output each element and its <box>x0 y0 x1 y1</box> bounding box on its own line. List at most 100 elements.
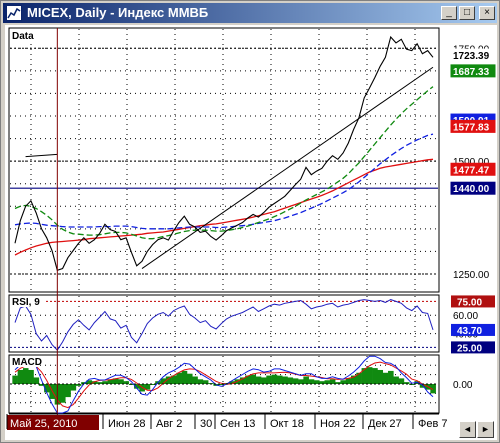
panel-frame-1 <box>8 294 440 353</box>
macd-bar <box>75 384 82 386</box>
value-tag-bg <box>451 323 495 336</box>
macd-bar <box>65 384 71 398</box>
macd-bar <box>186 373 193 384</box>
macd-bar <box>366 367 373 384</box>
macd-bar <box>245 375 251 384</box>
value-tag-bg <box>450 181 496 195</box>
macd-bar <box>102 381 108 384</box>
macd-bar <box>303 376 309 384</box>
macd-bar <box>239 377 246 384</box>
macd-bar <box>118 379 124 384</box>
macd-bar <box>319 381 325 384</box>
macd-bar <box>22 368 29 384</box>
macd-bar <box>91 381 98 384</box>
x-label-highlight <box>7 415 99 430</box>
chart-canvas[interactable]: 1250.001500.001750.00Data1723.391687.331… <box>5 25 497 440</box>
value-tag: 1440.00 <box>453 184 490 195</box>
value-tag: 1477.47 <box>453 165 490 176</box>
macd-bar <box>329 379 336 384</box>
series-macd-signal <box>14 361 434 409</box>
macd-bar <box>324 380 331 384</box>
value-tag-bg <box>450 119 496 133</box>
series-macd-line <box>14 355 434 414</box>
macd-bar <box>70 384 77 391</box>
macd-bar <box>388 370 394 384</box>
macd-bar <box>176 372 182 384</box>
macd-bar <box>340 380 346 384</box>
x-tick-label: Июн 28 <box>108 418 146 430</box>
macd-bar <box>298 379 304 384</box>
value-tag: 43.70 <box>457 326 482 337</box>
series-ma-blue <box>14 133 434 230</box>
macd-bar <box>382 372 389 384</box>
macd-bar <box>250 374 257 384</box>
close-button[interactable]: × <box>479 6 495 20</box>
macd-bar <box>171 375 177 384</box>
macd-bar <box>81 382 87 384</box>
x-tick-label: Сен 13 <box>220 418 255 430</box>
x-tick-label: Май 25, 2010 <box>10 418 77 430</box>
minimize-button[interactable]: _ <box>441 6 457 20</box>
panel-title-macd: MACD <box>12 357 42 368</box>
macd-bar <box>192 376 198 384</box>
y-tick-label: 1250.00 <box>453 270 490 281</box>
macd-bar <box>28 369 34 384</box>
x-tick-label: Ноя 22 <box>320 418 355 430</box>
maximize-button[interactable]: □ <box>459 6 475 20</box>
macd-bar <box>197 379 204 384</box>
macd-bar <box>393 376 399 384</box>
panel-title-bg <box>10 296 44 307</box>
scroll-left-button[interactable]: ◄ <box>459 421 476 438</box>
series-rsi <box>14 299 434 352</box>
macd-bar <box>308 379 315 384</box>
macd-bar <box>218 384 225 385</box>
macd-bar <box>361 368 368 384</box>
macd-bar <box>17 369 24 384</box>
macd-bar <box>266 375 272 384</box>
scroll-right-button[interactable]: ► <box>477 421 494 438</box>
x-tick-label: 30 <box>200 418 212 430</box>
trendline <box>141 66 434 269</box>
macd-bar <box>398 378 405 384</box>
macd-bar <box>345 378 352 384</box>
value-tag: 1577.83 <box>453 122 490 133</box>
series-ma-red <box>14 158 434 256</box>
chart-area[interactable]: 1250.001500.001750.00Data1723.391687.331… <box>5 25 497 440</box>
panel-title-bg <box>10 356 40 367</box>
window-title: MICEX, Daily - Индекс ММВБ <box>27 5 209 20</box>
macd-bar <box>313 380 320 384</box>
macd-bar <box>282 376 288 384</box>
macd-bar <box>276 375 283 384</box>
macd-bar <box>123 381 130 384</box>
chart-icon <box>6 5 22 21</box>
y-tick-label: 0.00 <box>453 380 473 391</box>
macd-bar <box>255 376 262 384</box>
macd-bar <box>112 378 119 384</box>
macd-bar <box>377 369 384 384</box>
macd-bar <box>38 384 45 386</box>
panel-title-bg <box>10 29 36 41</box>
macd-bar <box>430 384 436 394</box>
series-price <box>14 35 434 272</box>
macd-bar <box>12 375 18 384</box>
macd-bar <box>229 381 235 384</box>
macd-bar <box>59 384 66 403</box>
x-tick-label: Авг 2 <box>156 418 182 430</box>
trendline-short <box>25 153 58 158</box>
panel-title-rsi: RSI, 9 <box>12 297 40 308</box>
macd-bar <box>134 384 140 389</box>
macd-bar <box>44 384 50 393</box>
macd-bar <box>86 380 93 384</box>
value-tag: 1723.39 <box>453 51 490 62</box>
series-ma-green <box>14 86 434 240</box>
value-tag-bg <box>450 64 496 78</box>
macd-bar <box>97 382 103 384</box>
macd-bar <box>372 368 378 384</box>
macd-bar <box>292 378 299 384</box>
x-tick-label: Дек 27 <box>368 418 402 430</box>
title-bar[interactable]: MICEX, Daily - Индекс ММВБ _ □ × <box>3 3 497 23</box>
panel-frame-0 <box>8 27 440 293</box>
macd-bar <box>350 375 357 384</box>
macd-bar <box>287 377 294 384</box>
